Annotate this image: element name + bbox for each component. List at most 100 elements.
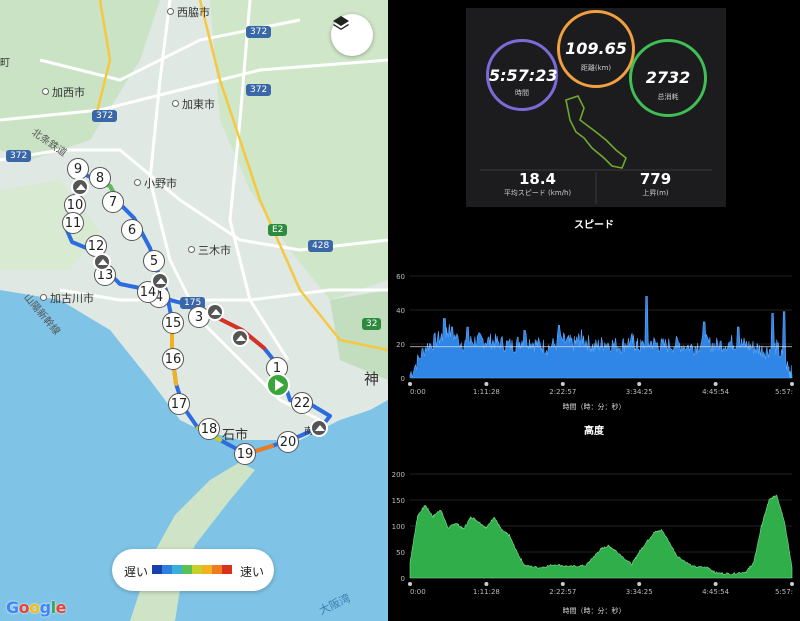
y-tick-label: 40 — [396, 307, 405, 315]
legend-slow-label: 遅い — [124, 565, 149, 579]
x-tick-marker — [713, 582, 718, 586]
route-waypoint-7[interactable]: 7 — [102, 191, 124, 213]
y-tick-label: 20 — [396, 341, 405, 349]
route-waypoint-22[interactable]: 22 — [291, 392, 313, 414]
route-shield-372: 372 — [92, 110, 118, 122]
town-label-kato: 加東市 — [172, 96, 215, 112]
route-shield-e2: E2 — [268, 224, 288, 236]
x-tick-marker — [637, 582, 642, 586]
legend-color-swatch — [182, 565, 192, 574]
route-shield-428: 428 — [308, 240, 334, 252]
avg-speed-stat: 18.4 平均スピード (km/h) — [480, 170, 595, 198]
avg-speed-label: 平均スピード (km/h) — [503, 189, 572, 197]
distance-value: 109.65 — [565, 39, 627, 58]
x-tick-marker — [560, 582, 565, 586]
avg-speed-value: 18.4 — [518, 170, 556, 188]
layers-icon — [333, 16, 349, 30]
route-waypoint-11[interactable]: 11 — [62, 212, 84, 234]
legend-color-swatch — [172, 565, 182, 574]
x-tick-marker — [790, 382, 794, 386]
x-tick-marker — [484, 582, 489, 586]
x-tick-label: 1:11:28 — [473, 388, 500, 396]
legend-color-swatch — [162, 565, 172, 574]
altitude-chart: 0 50 100 150 200 0:00 1:11:28 2:22:57 3:34:25 4:4… — [388, 468, 800, 600]
summary-card: 5:57:23 時間 109.65 距離(km) 2732 总消耗 18.4 平… — [466, 8, 726, 207]
summit-marker-icon[interactable] — [206, 303, 224, 321]
town-label-kobe: 神 — [364, 370, 380, 388]
town-label-partial: 町 — [0, 58, 10, 69]
distance-ring: 109.65 距離(km) — [557, 10, 635, 88]
x-tick-label: 4:45:54 — [702, 588, 730, 596]
altitude-chart-title: 高度 — [584, 426, 604, 437]
route-waypoint-20[interactable]: 20 — [277, 431, 299, 453]
town-label-miki: 三木市 — [188, 242, 231, 258]
town-label-ono: 小野市 — [134, 175, 177, 191]
summit-marker-icon[interactable] — [151, 272, 169, 290]
x-tick-marker — [713, 382, 718, 386]
y-tick-label: 50 — [396, 549, 405, 557]
route-waypoint-8[interactable]: 8 — [89, 167, 111, 189]
ascent-label: 上昇(m) — [642, 189, 669, 197]
route-waypoint-17[interactable]: 17 — [168, 393, 190, 415]
distance-label: 距離(km) — [580, 64, 612, 72]
speed-legend: 遅い 速い — [112, 549, 274, 591]
x-tick-label: 3:34:25 — [626, 388, 653, 396]
layers-button[interactable] — [331, 14, 373, 56]
y-tick-label: 0 — [401, 375, 405, 383]
x-tick-label: 4:45:54 — [702, 388, 730, 396]
y-tick-label: 60 — [396, 273, 405, 281]
series-area — [409, 494, 793, 579]
ascent-stat: 779 上昇(m) — [598, 170, 713, 198]
town-label-kasai: 加西市 — [42, 84, 85, 100]
y-tick-label: 100 — [392, 523, 405, 531]
legend-color-swatch — [222, 565, 232, 574]
x-tick-label: 0:00 — [410, 388, 426, 396]
legend-color-swatch — [152, 565, 162, 574]
town-label-kakogawa: 加古川市 — [40, 290, 94, 306]
y-tick-label: 150 — [392, 497, 405, 505]
summit-marker-icon[interactable] — [231, 329, 249, 347]
route-waypoint-18[interactable]: 18 — [198, 418, 220, 440]
x-tick-marker — [637, 382, 642, 386]
summit-marker-icon[interactable] — [310, 419, 328, 437]
start-flag-icon[interactable] — [266, 373, 290, 397]
chart-plot: 0 50 100 150 200 0:00 1:11:28 2:22:57 3:34:25 4:4… — [392, 471, 794, 596]
google-logo: Google — [6, 598, 66, 617]
summit-marker-icon[interactable] — [71, 178, 89, 196]
route-shield-372: 372 — [6, 150, 32, 162]
x-tick-marker — [408, 382, 412, 386]
x-tick-label: 5:57: — [775, 588, 793, 596]
chart-plot: 0 20 40 60 0:00 1:11:28 2:22:57 3:34:25 4:45:54 5… — [396, 273, 794, 396]
calories-label: 总消耗 — [657, 93, 679, 101]
calories-value: 2732 — [645, 68, 691, 87]
x-tick-marker — [790, 582, 794, 586]
route-map[interactable]: 西脇市 加西市 加東市 小野市 三木市 加古川市 石市 神 町 南町 372 3… — [0, 0, 388, 621]
town-label-akashi: 石市 — [222, 428, 249, 443]
town-label-nishiwaki: 西脇市 — [167, 4, 210, 20]
legend-color-swatch — [212, 565, 222, 574]
calories-ring: 2732 总消耗 — [629, 39, 707, 117]
legend-fast-label: 速い — [240, 565, 265, 579]
speed-x-axis-label: 時間（時：分：秒） — [562, 403, 626, 411]
route-shield-372: 372 — [246, 26, 272, 38]
ascent-value: 779 — [639, 170, 672, 188]
x-tick-label: 5:57: — [775, 388, 793, 396]
time-value: 5:57:23 — [489, 66, 558, 85]
speed-chart: 0 20 40 60 0:00 1:11:28 2:22:57 3:34:25 4:45:54 5… — [388, 270, 800, 400]
route-waypoint-9[interactable]: 9 — [67, 158, 89, 180]
route-waypoint-16[interactable]: 16 — [162, 348, 184, 370]
speed-color-scale — [152, 565, 232, 574]
altitude-x-axis-label: 時間（時：分：秒） — [562, 607, 626, 615]
speed-chart-title: スピード — [574, 220, 614, 231]
legend-color-swatch — [192, 565, 202, 574]
route-waypoint-5[interactable]: 5 — [143, 250, 165, 272]
activity-panel: 5:57:23 時間 109.65 距離(km) 2732 总消耗 18.4 平… — [388, 0, 800, 621]
route-waypoint-19[interactable]: 19 — [234, 443, 256, 465]
x-tick-marker — [408, 582, 412, 586]
route-waypoint-15[interactable]: 15 — [162, 312, 184, 334]
route-waypoint-6[interactable]: 6 — [121, 219, 143, 241]
x-tick-marker — [560, 382, 565, 386]
y-tick-label: 0 — [401, 575, 405, 583]
summit-marker-icon[interactable] — [93, 253, 111, 271]
time-label: 時間 — [515, 89, 529, 97]
